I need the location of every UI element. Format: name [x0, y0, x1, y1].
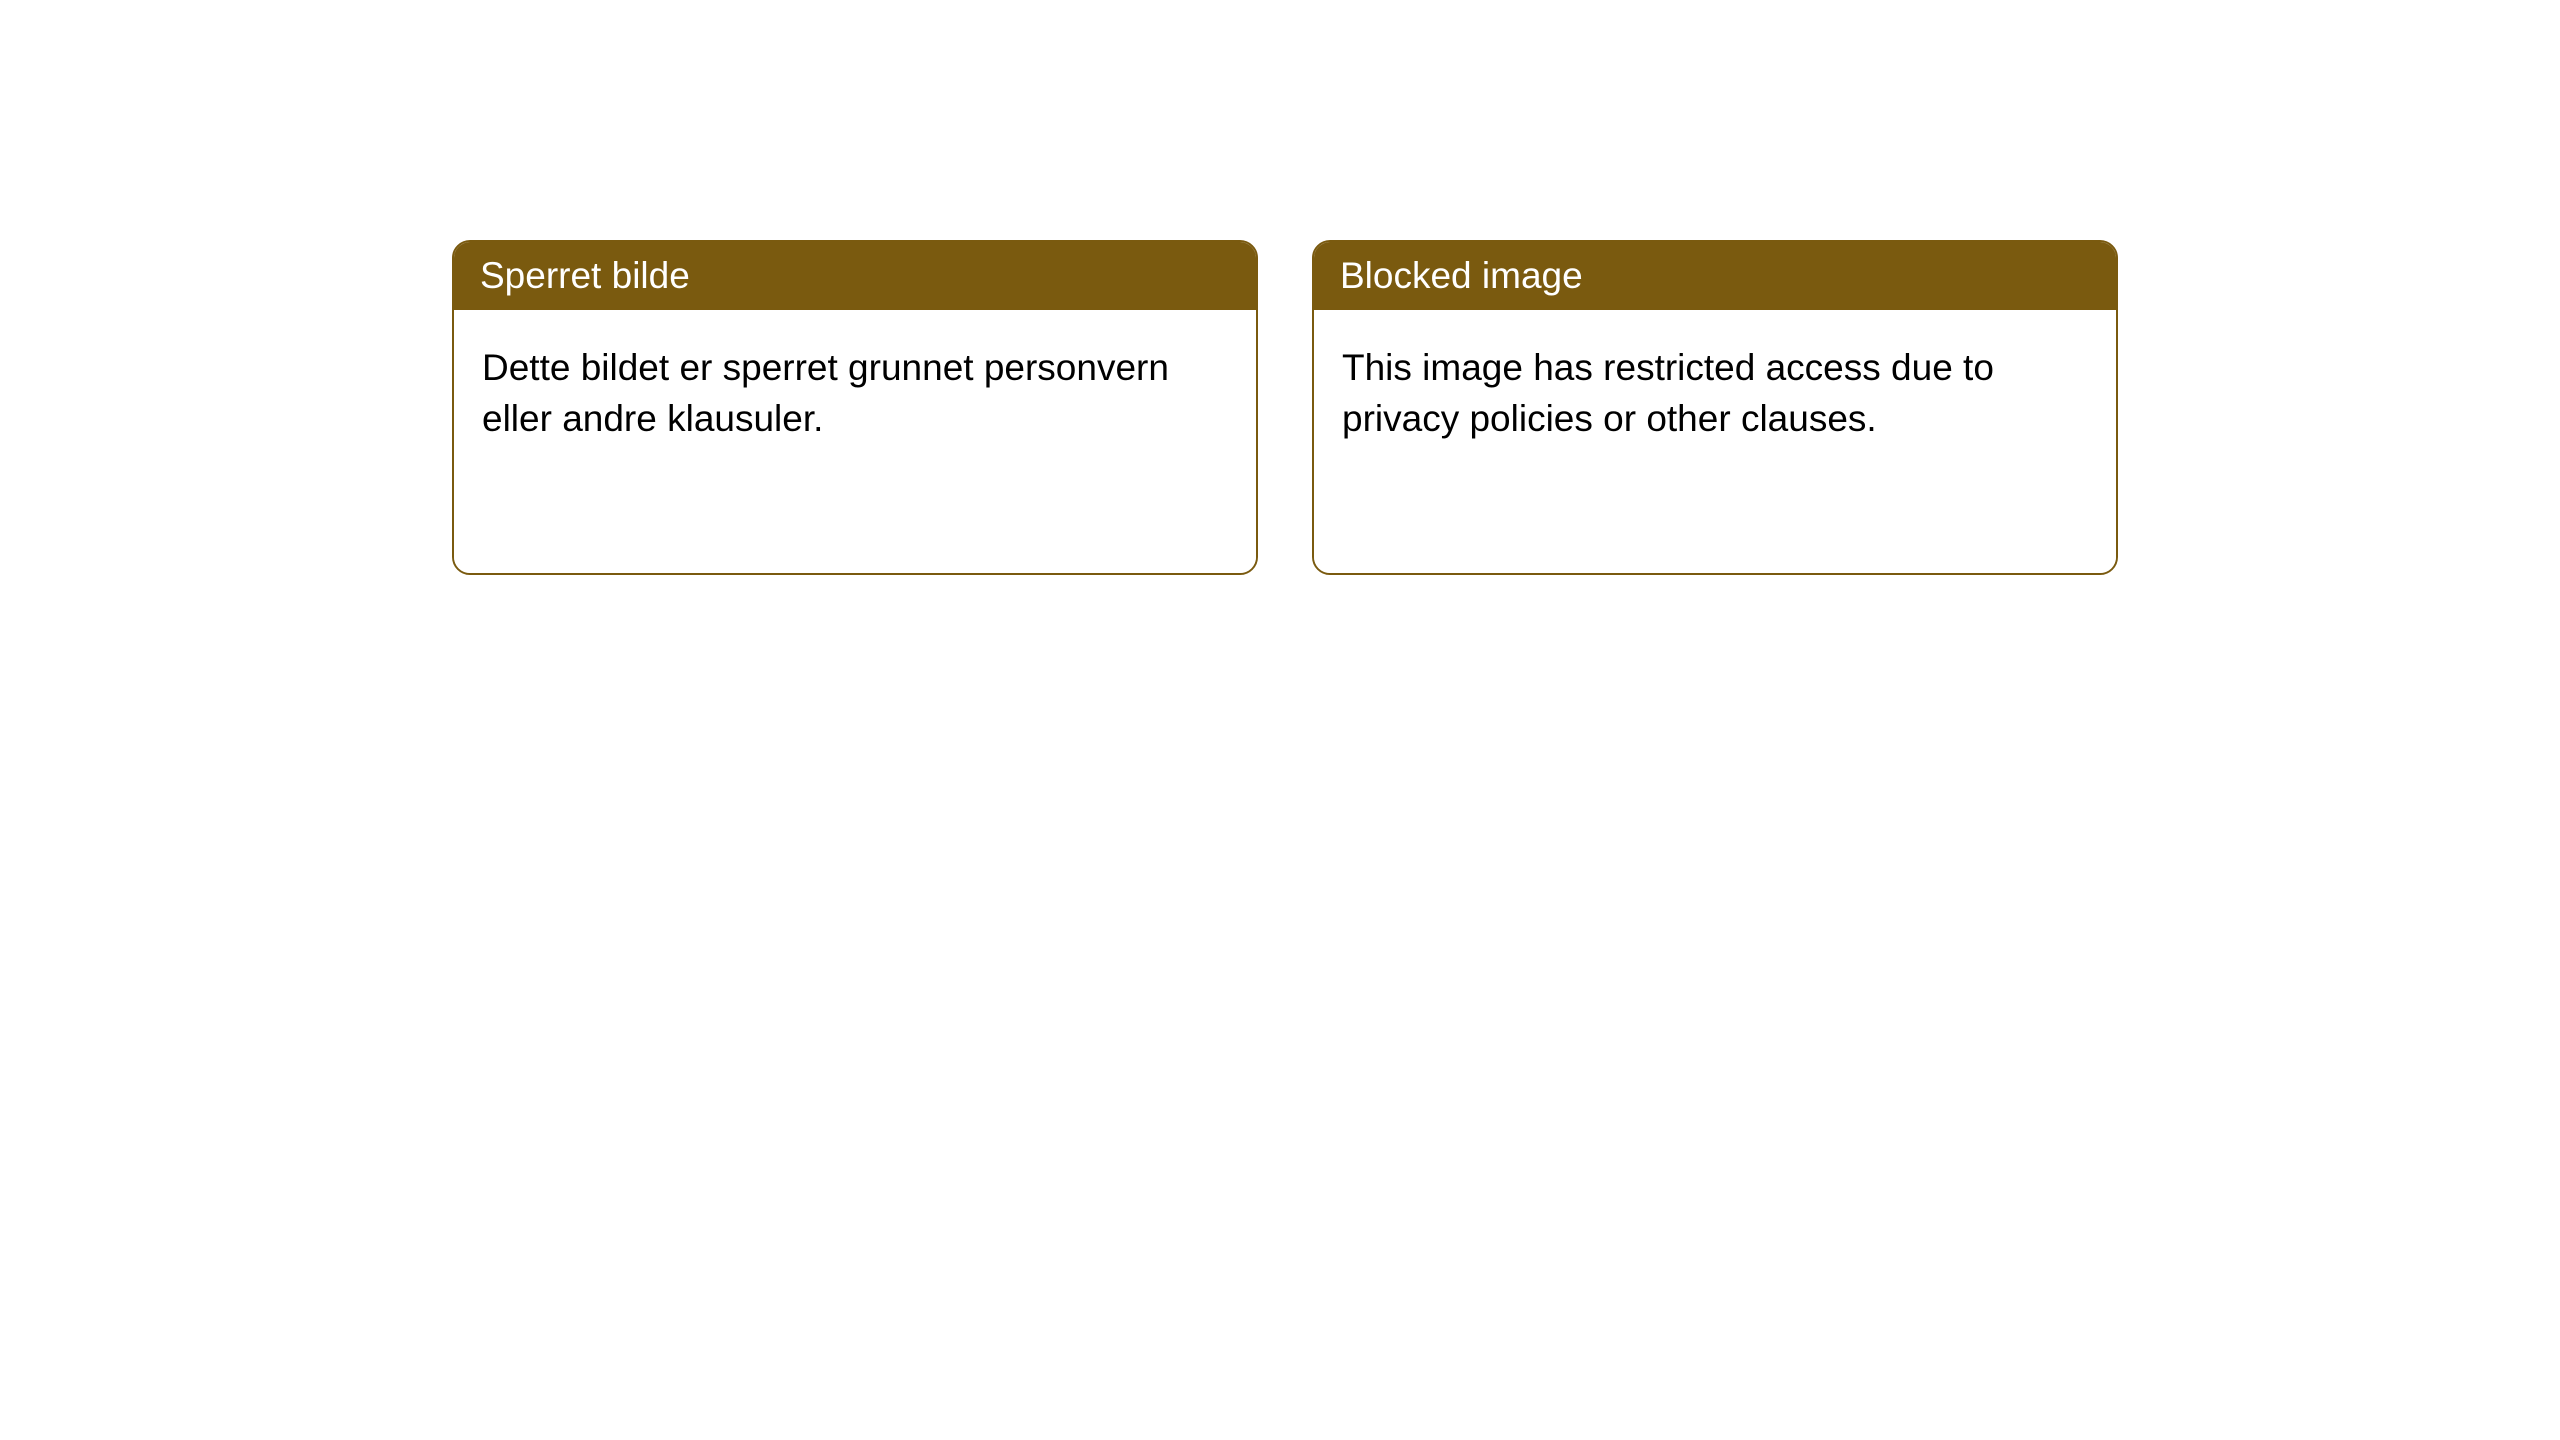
notice-card-english: Blocked image This image has restricted … — [1312, 240, 2118, 575]
notice-message-norwegian: Dette bildet er sperret grunnet personve… — [454, 310, 1256, 573]
notice-container: Sperret bilde Dette bildet er sperret gr… — [0, 0, 2560, 575]
notice-card-norwegian: Sperret bilde Dette bildet er sperret gr… — [452, 240, 1258, 575]
notice-message-english: This image has restricted access due to … — [1314, 310, 2116, 573]
notice-title-english: Blocked image — [1314, 242, 2116, 310]
notice-title-norwegian: Sperret bilde — [454, 242, 1256, 310]
